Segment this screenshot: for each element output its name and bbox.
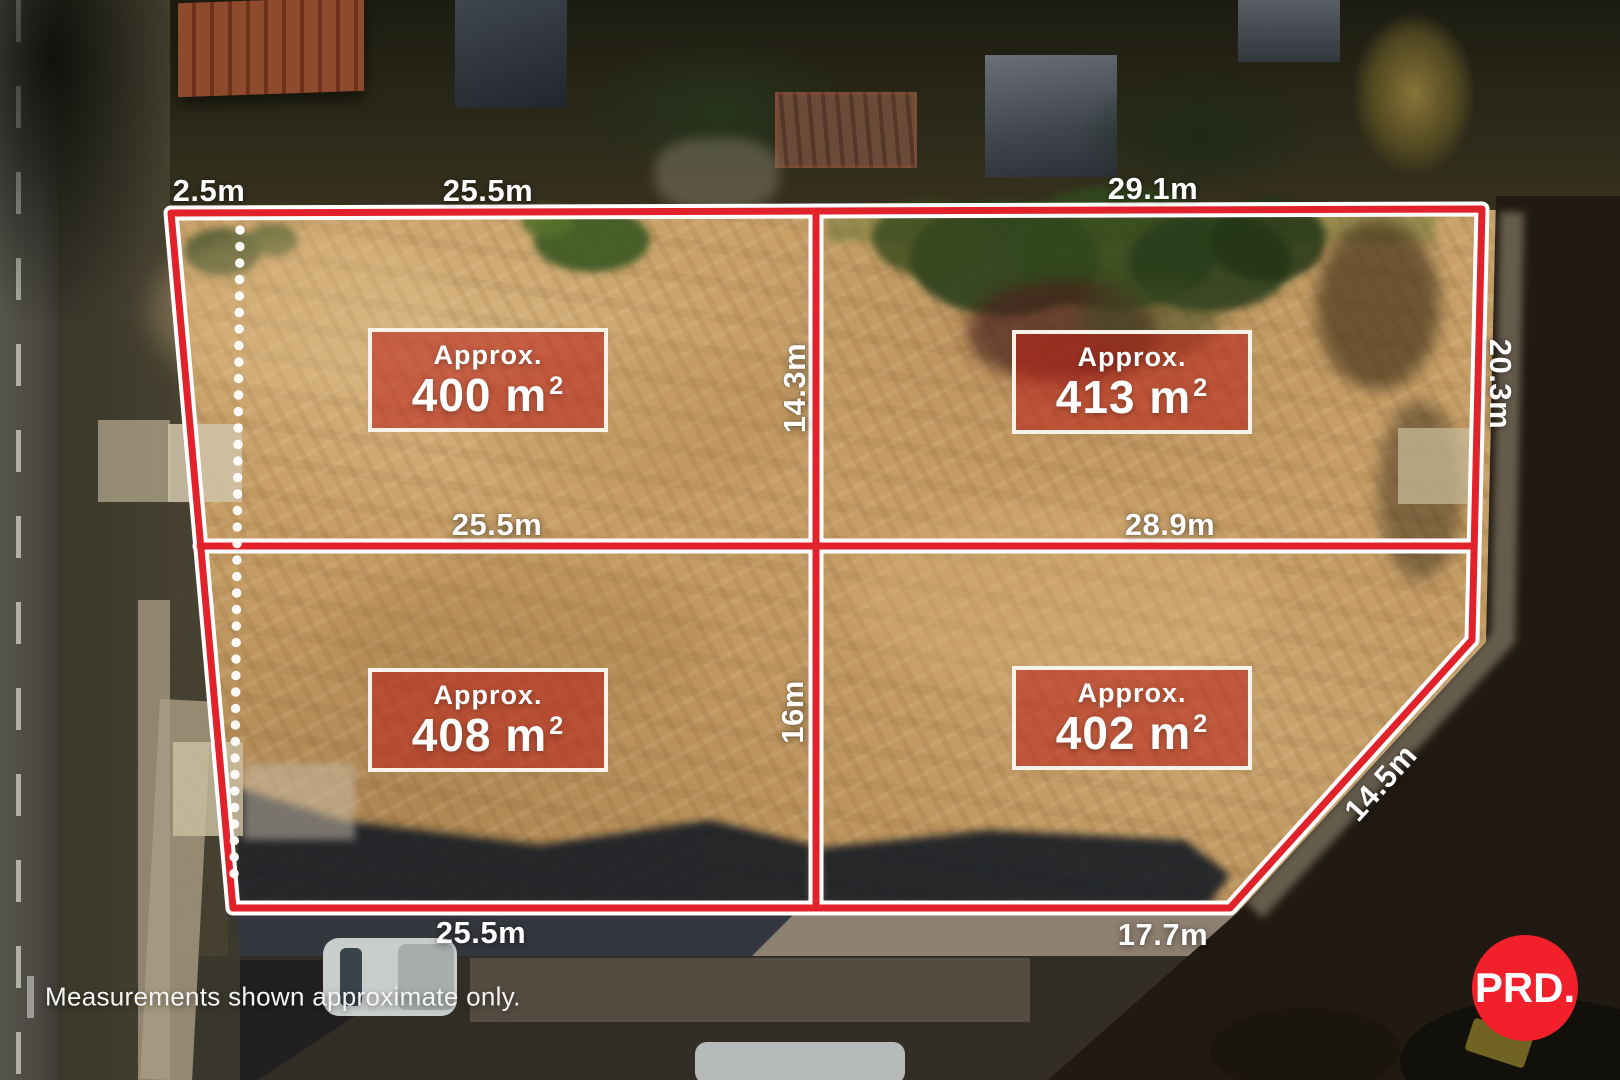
area-value: 402 m2 <box>1055 706 1209 759</box>
prd-logo: PRD. <box>1472 935 1578 1041</box>
measurement-lot3-top: 25.5m <box>451 507 543 542</box>
measurement-top-left-offset: 2.5m <box>172 173 246 208</box>
measurement-lot1-top: 25.5m <box>442 173 534 208</box>
lot3-area-box: Approx. 408 m2 <box>368 668 608 772</box>
lot2-area-box: Approx. 413 m2 <box>1012 330 1252 434</box>
approx-label: Approx. <box>1077 342 1187 372</box>
measurement-lot4-bottom: 17.7m <box>1117 917 1209 952</box>
area-value: 413 m2 <box>1055 370 1209 423</box>
disclaimer-text: Measurements shown approximate only. <box>45 981 521 1012</box>
tree-shadow <box>0 0 170 320</box>
approx-label: Approx. <box>433 680 543 710</box>
area-superscript: 2 <box>1193 374 1209 403</box>
outer-boundary <box>167 205 1486 912</box>
measurement-lot3-side: 16m <box>775 680 810 744</box>
area-superscript: 2 <box>1193 710 1209 739</box>
kerb-concrete <box>1245 211 1524 919</box>
lot1-area-box: Approx. 400 m2 <box>368 328 608 432</box>
lot-boundary-lines <box>163 201 1490 916</box>
neighbouring-houses-strip <box>0 0 1620 210</box>
area-value: 400 m2 <box>411 368 565 421</box>
measurement-lot2-side: 20.3m <box>1483 338 1518 430</box>
trees <box>1080 70 1320 200</box>
side-road <box>1048 196 1620 1080</box>
shed-roof <box>775 92 917 168</box>
area-value: 408 m2 <box>411 708 565 761</box>
roof <box>1238 0 1340 62</box>
approx-label: Approx. <box>1077 678 1187 708</box>
approx-label: Approx. <box>433 340 543 370</box>
parked-ute <box>323 938 457 1016</box>
concrete-patch <box>655 138 779 210</box>
photo-trench-shadows <box>233 786 1230 906</box>
disclaimer-accent-bar <box>27 976 34 1018</box>
measurement-lot3-bottom: 25.5m <box>435 915 527 950</box>
slate-roof <box>455 0 567 108</box>
measurement-lot4-top: 28.9m <box>1124 507 1216 542</box>
golden-tree <box>1352 12 1476 176</box>
parked-car <box>695 1042 905 1080</box>
measurement-lot1-side: 14.3m <box>777 342 812 434</box>
concrete-crossover <box>98 420 170 502</box>
road-centre-line <box>16 0 21 1080</box>
area-superscript: 2 <box>549 372 565 401</box>
measurement-lot2-top: 29.1m <box>1107 171 1199 206</box>
area-superscript: 2 <box>549 712 565 741</box>
lot4-area-box: Approx. 402 m2 <box>1012 666 1252 770</box>
